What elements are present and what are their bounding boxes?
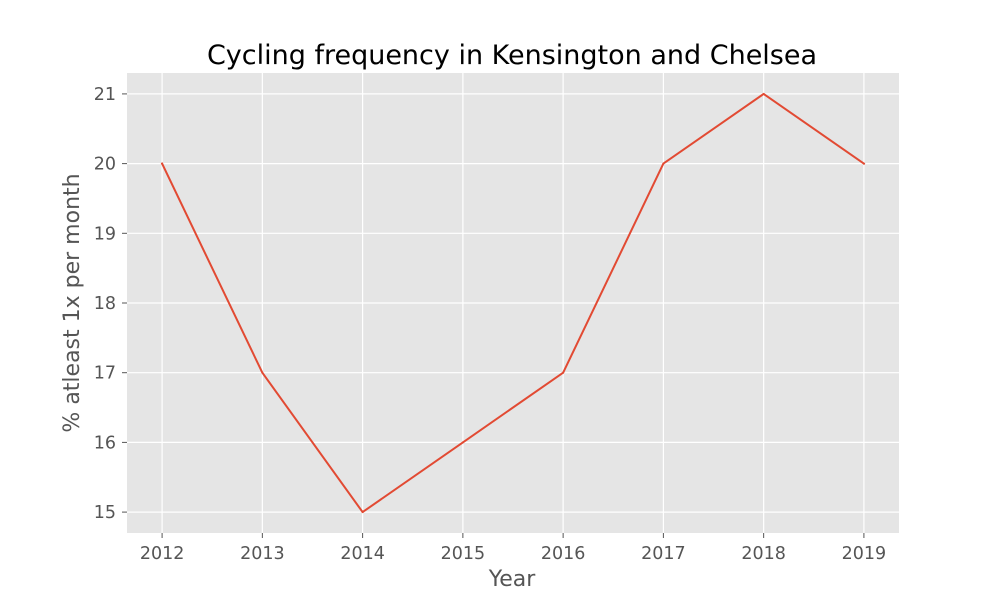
y-tick-label: 20 xyxy=(94,155,116,175)
series-line xyxy=(160,92,866,514)
x-tick-label: 2012 xyxy=(140,544,185,564)
x-tick-label: 2015 xyxy=(441,544,486,564)
x-tick-label: 2013 xyxy=(240,544,285,564)
y-tick-label: 19 xyxy=(94,224,116,244)
data-point xyxy=(461,441,464,444)
data-point xyxy=(261,371,264,374)
data-point xyxy=(161,162,164,165)
x-tick-label: 2014 xyxy=(340,544,385,564)
x-tick-label: 2016 xyxy=(541,544,586,564)
y-axis-label: % atleast 1x per month xyxy=(60,173,85,432)
y-tick-label: 18 xyxy=(94,294,116,314)
data-point xyxy=(862,162,865,165)
series-layer xyxy=(160,92,866,514)
y-tick-label: 15 xyxy=(94,503,116,523)
chart-title: Cycling frequency in Kensington and Chel… xyxy=(207,40,817,71)
y-tick-label: 16 xyxy=(94,433,116,453)
y-tick-label: 21 xyxy=(94,85,116,105)
y-ticks: 15 16 17 18 19 20 21 xyxy=(94,85,127,523)
data-point xyxy=(562,371,565,374)
data-point xyxy=(662,162,665,165)
data-point xyxy=(762,92,765,95)
x-axis-label: Year xyxy=(488,567,537,592)
data-point xyxy=(361,511,364,514)
y-tick-label: 17 xyxy=(94,364,116,384)
x-tick-label: 2018 xyxy=(741,544,786,564)
x-tick-label: 2017 xyxy=(641,544,686,564)
grid-lines xyxy=(127,73,899,533)
x-tick-label: 2019 xyxy=(842,544,887,564)
x-ticks: 2012 2013 2014 2015 2016 2017 2018 2019 xyxy=(140,533,886,564)
